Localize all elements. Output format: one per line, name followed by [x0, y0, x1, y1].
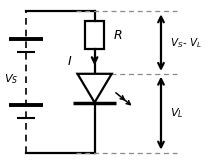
Text: $V_L$: $V_L$ — [170, 106, 183, 120]
Text: $V_S$- $V_L$: $V_S$- $V_L$ — [170, 37, 202, 50]
Text: R: R — [114, 29, 122, 42]
Text: I: I — [68, 55, 71, 68]
Text: $V_S$: $V_S$ — [4, 72, 18, 86]
Bar — [85, 21, 104, 49]
Polygon shape — [77, 74, 112, 102]
